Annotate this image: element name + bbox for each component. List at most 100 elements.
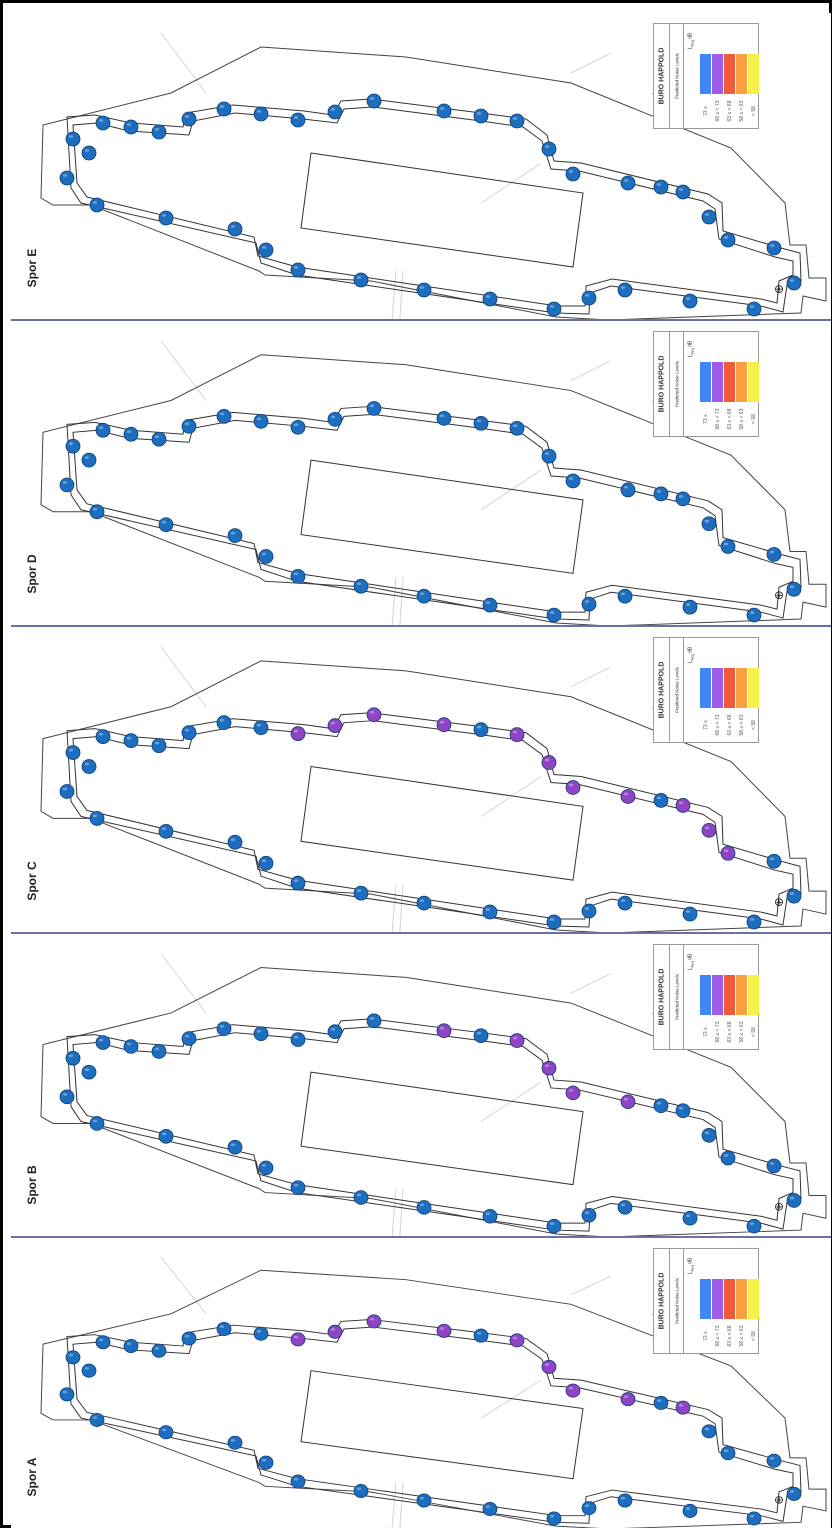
receiver-highlight (84, 762, 90, 766)
receiver-highlight (356, 889, 362, 893)
legend-range: 68 ≤ < 73 (712, 96, 723, 126)
legend-swatch (736, 54, 747, 94)
receiver-highlight (419, 592, 425, 596)
receiver-highlight (439, 107, 445, 110)
receiver-highlight (330, 1328, 336, 1331)
noise-receiver (701, 516, 717, 532)
noise-receiver (653, 1098, 669, 1114)
noise-receiver (653, 486, 669, 502)
noise-receiver (327, 1024, 343, 1040)
legend-unit-column: LAeq dB (684, 1249, 698, 1353)
receiver-highlight (769, 1162, 775, 1165)
noise-receiver (509, 420, 525, 436)
receiver-highlight (485, 1212, 491, 1216)
noise-receiver (290, 726, 306, 742)
context-line (480, 469, 542, 511)
receiver-highlight (256, 110, 262, 113)
legend-unit-db: dB (687, 953, 694, 961)
receiver-highlight (769, 1457, 775, 1460)
legend-title-column: Predicted Noise Levels (670, 638, 684, 742)
receiver-highlight (126, 1342, 132, 1345)
site-plan: ⊕ (40, 1256, 827, 1528)
noise-receiver (158, 1129, 174, 1144)
noise-receiver (416, 588, 432, 604)
noise-receiver (720, 539, 736, 554)
context-line (399, 270, 404, 319)
legend-range-text: 68 ≤ < 73 (714, 1021, 721, 1043)
noise-receiver (95, 115, 111, 131)
noise-receiver (366, 1314, 382, 1329)
legend-range-text: < 58 (750, 1331, 757, 1341)
noise-receiver (565, 1085, 581, 1101)
receiver-highlight (256, 1330, 262, 1333)
context-line (391, 1482, 397, 1528)
panel-divider (11, 319, 831, 321)
noise-receiver (436, 103, 452, 119)
noise-receiver (290, 1032, 306, 1047)
context-line (391, 1188, 397, 1236)
noise-receiver (436, 1023, 452, 1039)
legend-range-text: 73 ≤ (702, 1331, 709, 1341)
legend-range-text: < 58 (750, 106, 757, 116)
receiver-highlight (62, 481, 68, 484)
context-line (570, 52, 612, 74)
legend: BURO HAPPOLD Predicted Noise Levels LAeq d… (653, 1248, 759, 1354)
receiver-highlight (184, 115, 190, 118)
legend-unit-sub: Aeq (690, 653, 695, 661)
legend: BURO HAPPOLD Predicted Noise Levels LAeq d… (653, 637, 759, 743)
legend-range: 68 ≤ < 73 (712, 1017, 723, 1047)
panel-divider (11, 1236, 831, 1238)
receiver-highlight (154, 1047, 160, 1051)
building-outline-inner (72, 413, 794, 613)
context-line (391, 577, 397, 625)
panel-divider (11, 932, 831, 934)
panel-spor-d: ⊕ Spor D BURO HAPPOLD Predicted Noise Level… (11, 321, 831, 625)
receiver-highlight (84, 1366, 90, 1370)
central-building (300, 459, 584, 574)
receiver-highlight (369, 404, 375, 408)
noise-receiver (766, 853, 782, 869)
legend-range: 73 ≤ (700, 710, 711, 740)
noise-receiver (653, 1395, 669, 1410)
receiver-highlight (68, 442, 74, 446)
receiver-highlight (656, 796, 662, 800)
noise-receiver (65, 1350, 81, 1365)
receiver-highlight (512, 730, 518, 734)
receiver-highlight (230, 531, 236, 535)
legend-range-text: 63 ≤ < 68 (726, 1325, 733, 1347)
noise-receiver (258, 1160, 274, 1176)
central-building (300, 765, 584, 881)
noise-receiver (65, 438, 81, 454)
noise-receiver (158, 210, 174, 226)
receiver-highlight (678, 1403, 684, 1407)
legend: BURO HAPPOLD Predicted Noise Levels LAeq d… (653, 944, 759, 1050)
legend-unit-db: dB (687, 32, 694, 40)
legend-swatch (712, 362, 723, 402)
receiver-highlight (184, 422, 190, 426)
receiver-highlight (68, 135, 74, 138)
noise-receiver (327, 1324, 343, 1339)
legend-range: < 58 (748, 404, 759, 434)
noise-receiver (123, 119, 139, 135)
noise-receiver (682, 599, 698, 615)
receiver-highlight (184, 1034, 190, 1038)
legend-range-text: < 58 (750, 1027, 757, 1037)
receiver-highlight (92, 1119, 98, 1123)
noise-receiver (541, 1359, 557, 1374)
noise-receiver (653, 179, 669, 195)
noise-receiver (482, 291, 498, 307)
panel-label: Spor A (17, 1442, 47, 1512)
legend-range: 73 ≤ (700, 1017, 711, 1047)
noise-receiver (617, 1200, 633, 1215)
panel-spor-c: ⊕ Spor C BURO HAPPOLD Predicted Noise Level… (11, 627, 831, 932)
noise-receiver (151, 431, 167, 447)
legend-brand: BURO HAPPOLD (658, 968, 665, 1026)
noise-receiver (258, 1455, 274, 1470)
noise-receiver (720, 232, 736, 248)
receiver-highlight (293, 116, 299, 119)
legend: BURO HAPPOLD Predicted Noise Levels LAeq d… (653, 331, 759, 437)
panel-label-text: Spor D (25, 554, 39, 594)
noise-receiver (290, 1474, 306, 1489)
noise-receiver (620, 789, 636, 804)
noise-receiver (290, 112, 306, 128)
